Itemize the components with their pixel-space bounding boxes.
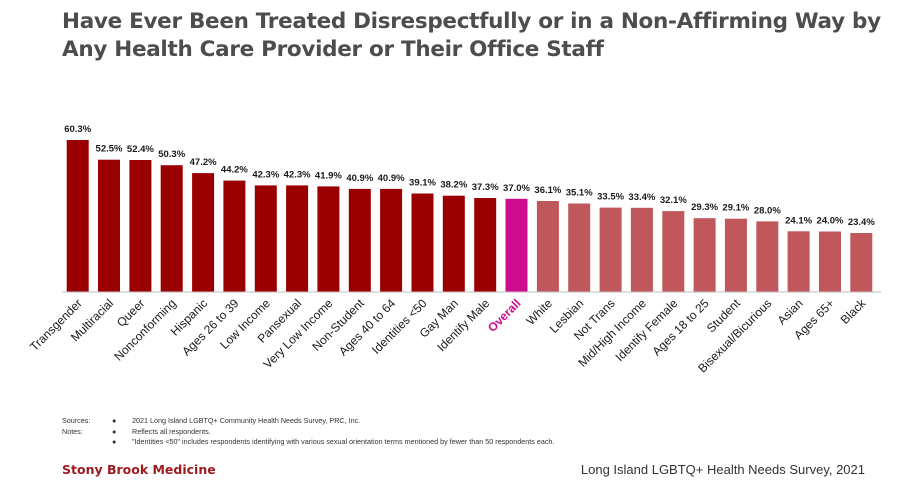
- bar: [474, 198, 497, 292]
- bar: [411, 193, 434, 292]
- value-label: 37.0%: [503, 183, 530, 194]
- bar: [819, 231, 841, 292]
- value-label: 29.1%: [722, 203, 749, 214]
- value-label: 42.3%: [284, 169, 311, 180]
- source-text: 2021 Long Island LGBTQ+ Community Health…: [132, 416, 361, 425]
- title-line-2: Any Health Care Provider or Their Office…: [62, 37, 604, 62]
- value-label: 60.3%: [64, 124, 91, 135]
- value-label: 33.5%: [597, 192, 624, 203]
- value-label: 50.3%: [158, 149, 185, 160]
- note-row: Notes: ● Reflects all respondents.: [62, 427, 554, 438]
- bullet-icon: ●: [112, 437, 117, 446]
- bar: [380, 188, 403, 292]
- sources-label: Sources:: [62, 416, 91, 425]
- chart-title: Have Ever Been Treated Disrespectfully o…: [62, 8, 882, 64]
- bar: [505, 198, 528, 292]
- bullet-icon: ●: [112, 426, 117, 436]
- bar: [192, 173, 215, 292]
- brand-logo-text: Stony Brook Medicine: [62, 462, 216, 477]
- value-label: 37.3%: [472, 182, 499, 193]
- source-row: Sources: ● 2021 Long Island LGBTQ+ Commu…: [62, 416, 554, 427]
- value-label: 41.9%: [315, 170, 342, 181]
- bar: [66, 140, 89, 292]
- survey-credit: Long Island LGBTQ+ Health Needs Survey, …: [580, 462, 865, 477]
- category-labels-group: TransgenderMultiracialQueerNonconforming…: [27, 296, 869, 376]
- category-label: Overall: [485, 296, 524, 335]
- value-label: 52.5%: [96, 144, 123, 155]
- bar: [348, 188, 371, 292]
- bar: [129, 160, 152, 292]
- bar: [160, 165, 183, 292]
- bar: [568, 203, 591, 292]
- notes-label: Notes:: [62, 426, 83, 436]
- value-labels-group: 60.3% 52.5% 52.4% 50.3% 47.2% 44.2% 42.3% 42.3%…: [64, 124, 875, 228]
- value-label: 23.4%: [848, 217, 875, 228]
- bar: [662, 211, 685, 292]
- bar: [599, 207, 622, 292]
- value-label: 32.1%: [660, 195, 687, 206]
- note-text: Reflects all respondents.: [132, 426, 211, 436]
- bar: [850, 233, 873, 292]
- bars-group: [66, 140, 873, 292]
- value-label: 38.2%: [440, 180, 467, 191]
- value-label: 35.1%: [566, 188, 593, 199]
- value-label: 24.0%: [817, 216, 844, 227]
- bar: [536, 201, 559, 292]
- bar: [693, 218, 716, 292]
- value-label: 36.1%: [534, 185, 561, 196]
- value-label: 33.4%: [628, 192, 655, 203]
- value-label: 24.1%: [785, 215, 812, 226]
- bar: [756, 221, 779, 292]
- value-label: 44.2%: [221, 165, 248, 176]
- bar-chart: 60.3% 52.5% 52.4% 50.3% 47.2% 44.2% 42.3% 42.3%…: [27, 124, 881, 376]
- title-line-1: Have Ever Been Treated Disrespectfully o…: [62, 9, 881, 34]
- value-label: 40.9%: [378, 173, 405, 184]
- value-label: 39.1%: [409, 178, 436, 189]
- bar: [223, 180, 246, 292]
- note-row: ● "Identities <50" includes respondents …: [62, 437, 554, 448]
- category-label: Black: [838, 296, 869, 327]
- note-text: "Identities <50" includes respondents id…: [132, 437, 555, 446]
- value-label: 42.3%: [252, 169, 279, 180]
- bar: [254, 185, 277, 292]
- value-label: 40.9%: [346, 173, 373, 184]
- value-label: 28.0%: [754, 205, 781, 216]
- notes-block: Sources: ● 2021 Long Island LGBTQ+ Commu…: [62, 416, 554, 448]
- value-label: 47.2%: [190, 157, 217, 168]
- bullet-icon: ●: [112, 416, 117, 425]
- bar: [630, 207, 653, 292]
- bar: [286, 185, 309, 292]
- bar: [98, 159, 120, 292]
- bar: [442, 195, 465, 292]
- bar: [724, 218, 747, 292]
- value-label: 52.4%: [127, 144, 154, 155]
- value-label: 29.3%: [691, 202, 718, 213]
- bar: [317, 186, 340, 292]
- bar: [787, 231, 810, 292]
